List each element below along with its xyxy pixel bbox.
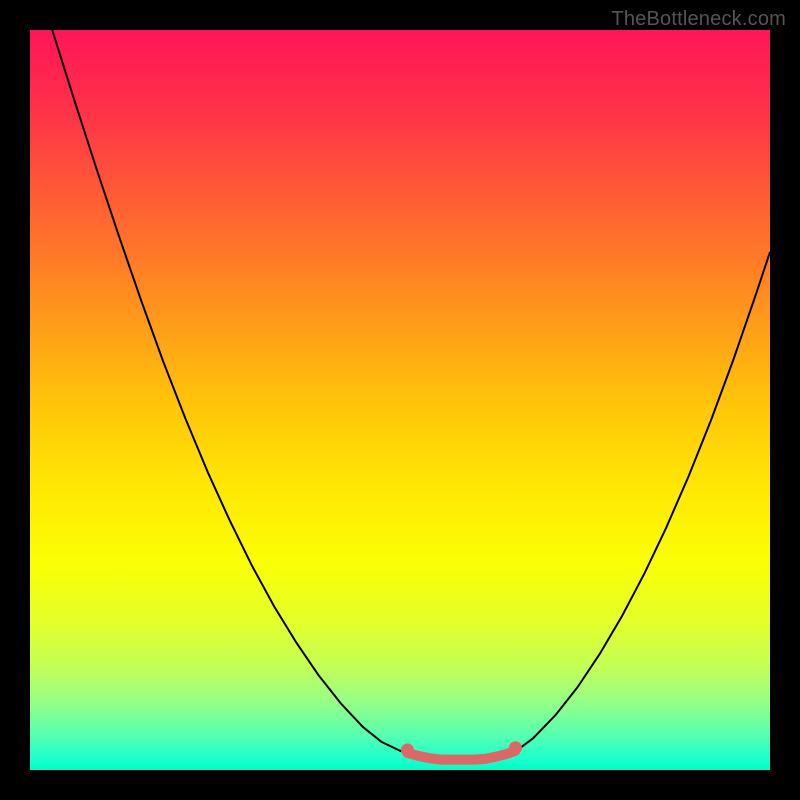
bottleneck-curve [52,30,770,760]
plot-area [30,30,770,770]
optimal-range-start-dot [401,743,414,756]
optimal-range-band [407,751,515,760]
plot-svg-layer [30,30,770,770]
chart-container: TheBottleneck.com [0,0,800,800]
optimal-range-highlight [401,741,522,759]
watermark-text: TheBottleneck.com [611,8,786,31]
optimal-range-end-dot [509,741,522,754]
